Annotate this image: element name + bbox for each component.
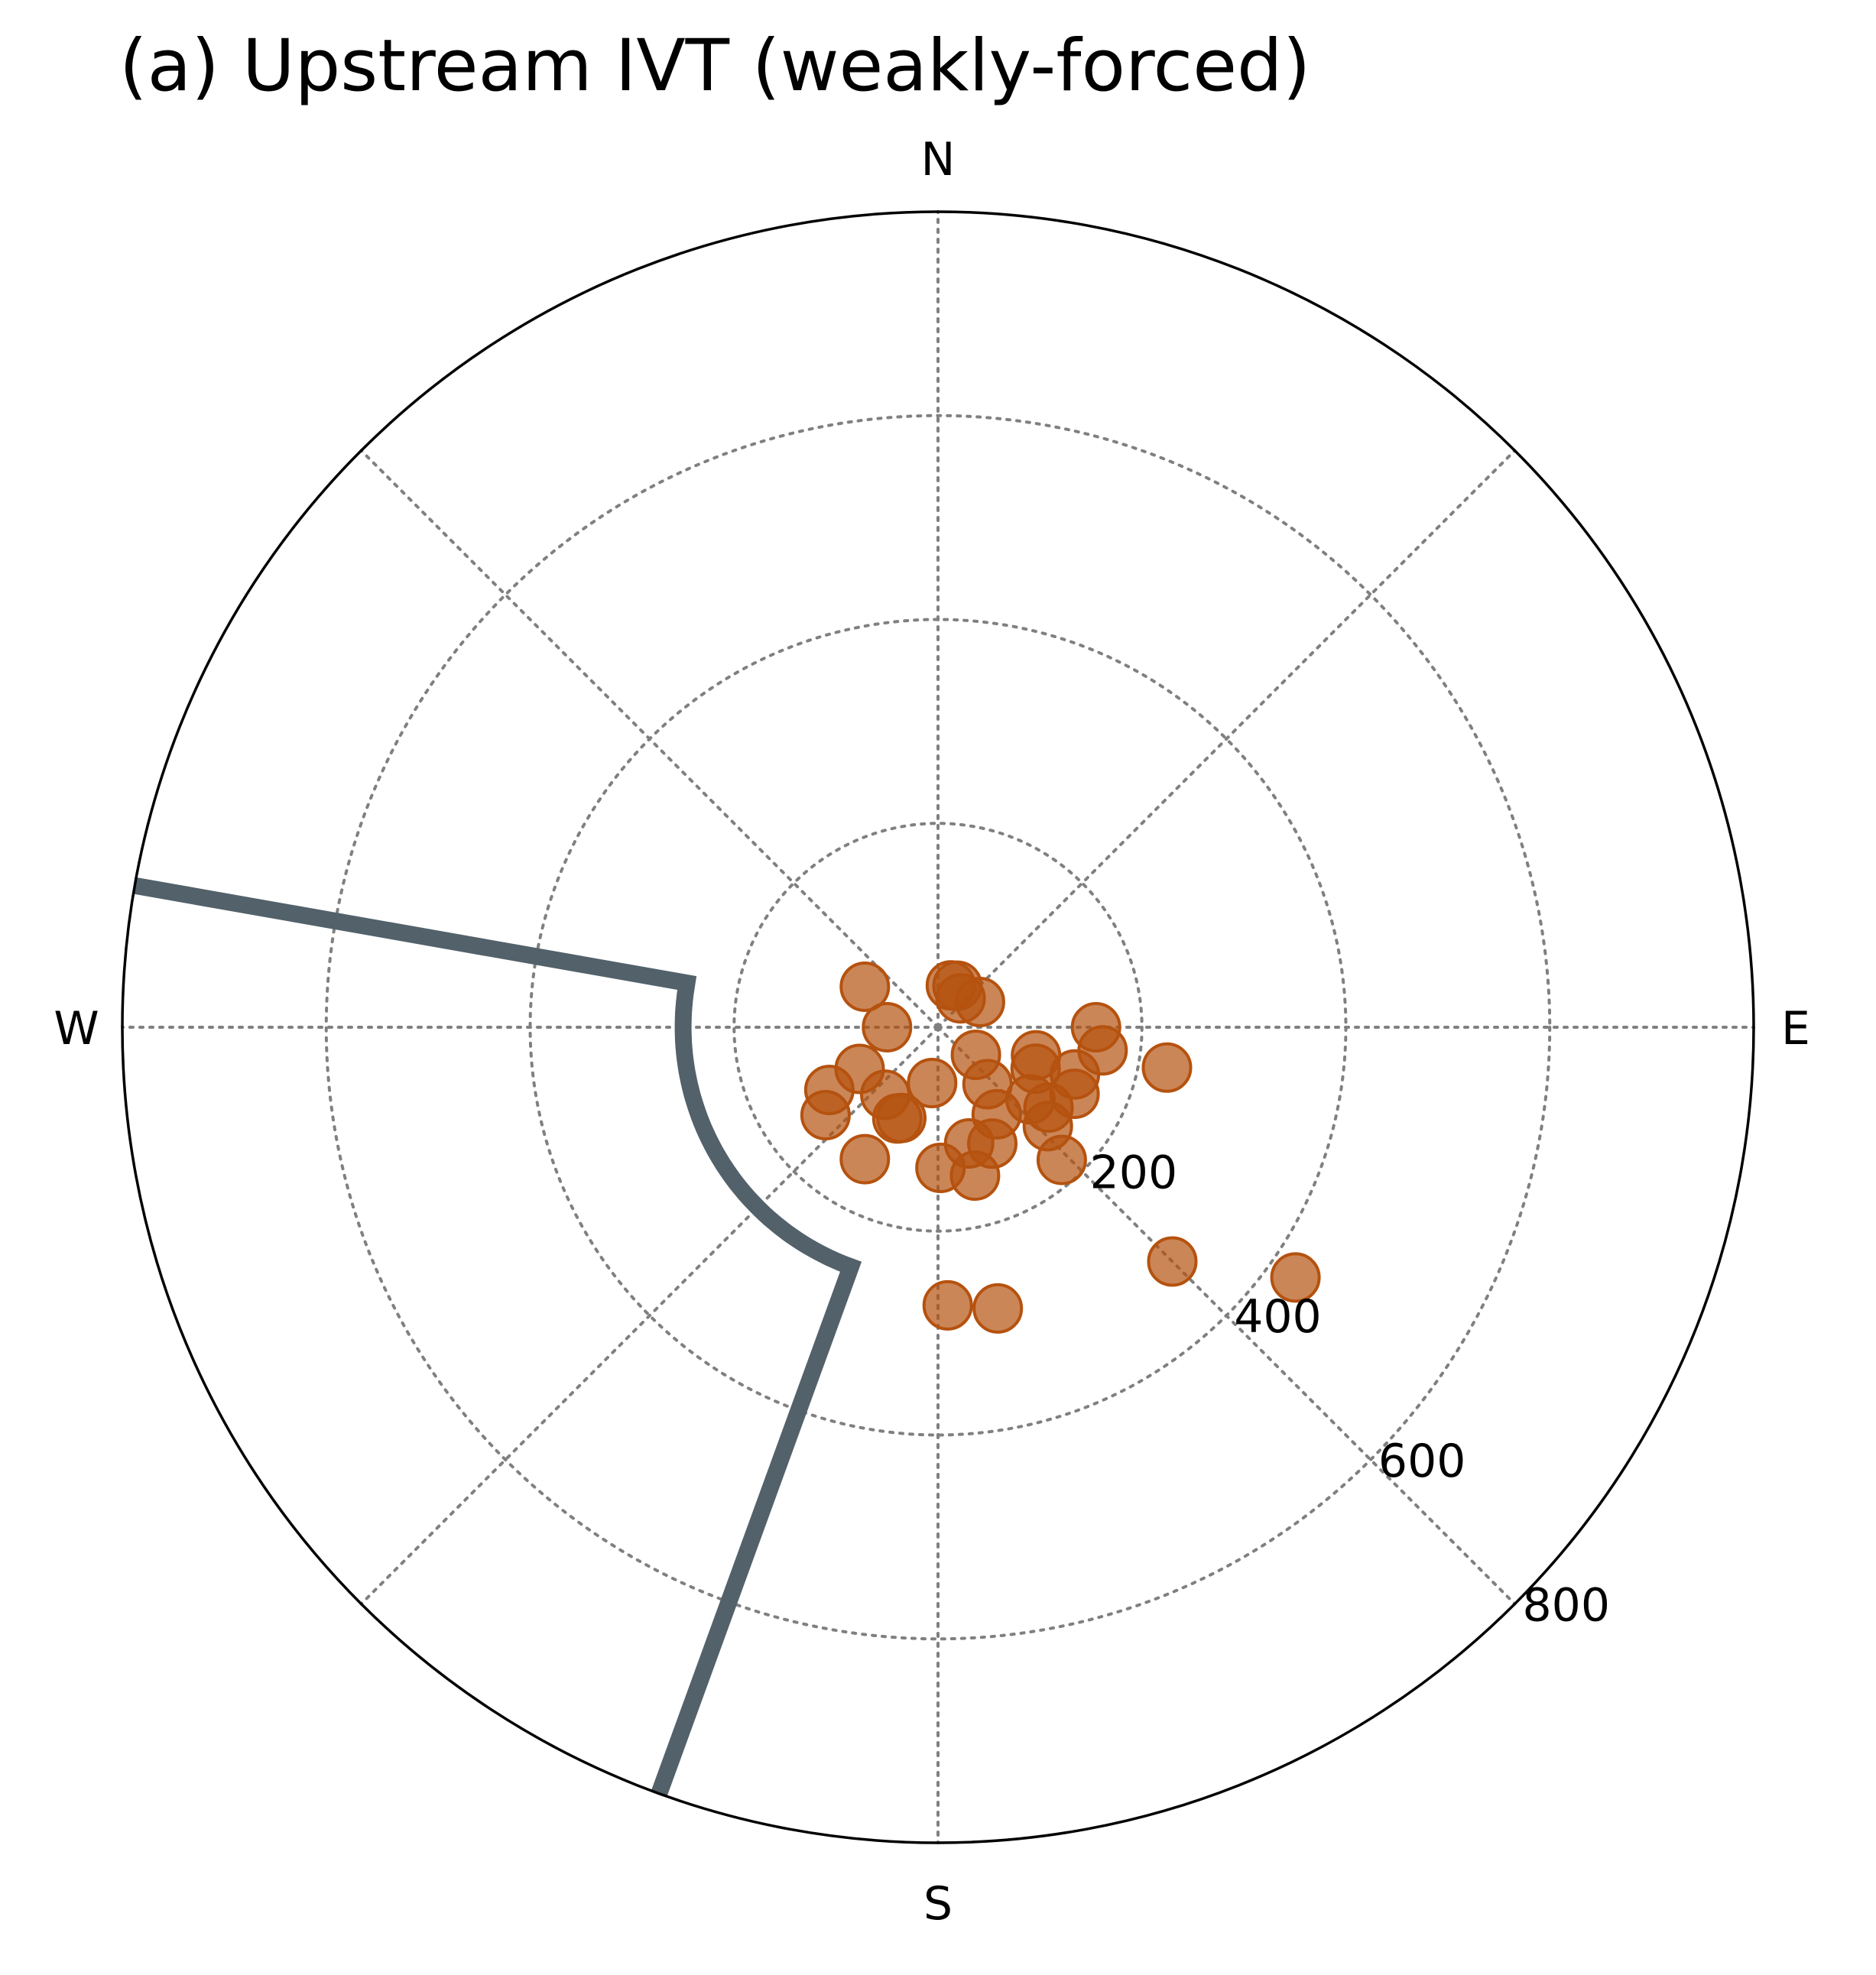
data-point — [839, 962, 891, 1012]
data-point — [1011, 1030, 1062, 1081]
data-point — [839, 1133, 891, 1185]
radial-grid-line-135 — [936, 1026, 1517, 1606]
boundary-layer — [133, 877, 862, 1797]
data-point — [1036, 1134, 1087, 1185]
boundary-line — [133, 877, 862, 1797]
data-point — [972, 1283, 1024, 1334]
data-point — [1147, 1236, 1198, 1287]
chart-title: (a) Upstream IVT (weakly-forced) — [119, 24, 1310, 108]
frame-layer — [121, 210, 1755, 1844]
radial-grid-line-45 — [936, 449, 1517, 1029]
radial-grid-line-225 — [359, 1026, 940, 1606]
r-tick-label: 800 — [1523, 1579, 1611, 1633]
grid-circle-200 — [732, 822, 1144, 1233]
label-layer: N E S W 200 400 600 800 — [54, 133, 1810, 1931]
grid-circle-600 — [324, 413, 1552, 1641]
data-point — [950, 1030, 1001, 1081]
data-point — [803, 1065, 855, 1115]
r-tick-label: 400 — [1234, 1290, 1322, 1344]
compass-label-s: S — [923, 1877, 953, 1931]
radial-grid-line-315 — [359, 449, 940, 1029]
data-point — [922, 1279, 973, 1331]
compass-label-w: W — [54, 1002, 99, 1056]
data-point — [1270, 1252, 1321, 1303]
r-tick-label: 600 — [1378, 1435, 1466, 1488]
compass-label-e: E — [1781, 1002, 1810, 1056]
points-layer — [800, 960, 1321, 1334]
data-point — [1141, 1042, 1193, 1093]
data-point — [1070, 1002, 1121, 1052]
polar-frame — [121, 210, 1755, 1844]
data-point — [862, 1002, 913, 1052]
r-tick-label: 200 — [1090, 1146, 1178, 1200]
data-point — [954, 977, 1005, 1027]
grid-layer — [121, 210, 1755, 1844]
data-point — [907, 1058, 958, 1108]
compass-label-n: N — [921, 133, 956, 186]
